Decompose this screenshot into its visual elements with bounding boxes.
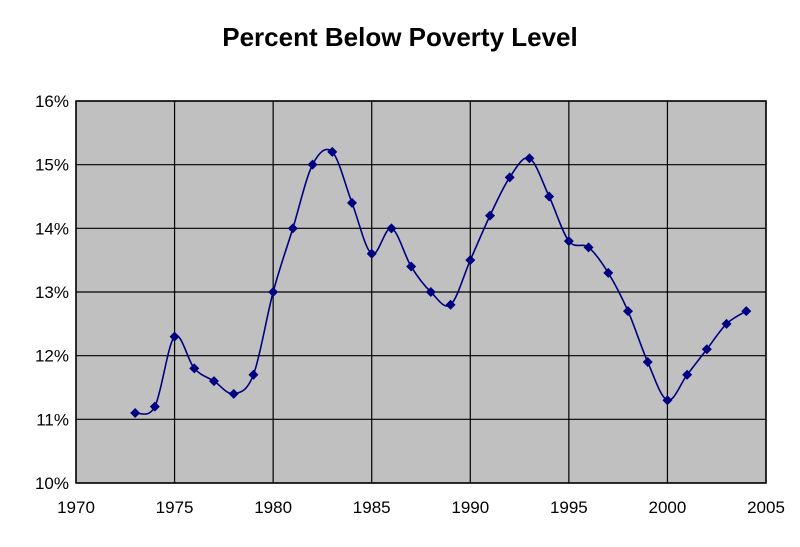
data-point-marker [504,172,515,183]
data-point-marker [603,267,614,278]
data-point-marker [130,407,141,418]
y-tick-label: 13% [35,283,69,302]
data-point-marker [721,318,732,329]
x-tick-label: 1970 [57,498,95,517]
plot-frame [75,100,767,484]
data-point-marker [327,146,338,157]
y-tick-label: 16% [35,92,69,111]
x-tick-label: 1985 [353,498,391,517]
data-point-marker [169,331,180,342]
data-point-marker [228,388,239,399]
data-point-marker [189,363,200,374]
data-point-marker [682,369,693,380]
data-point-marker [307,159,318,170]
data-point-marker [268,287,279,297]
data-point-marker [583,242,594,253]
y-tick-label: 14% [35,219,69,238]
x-tick-label: 2000 [649,498,687,517]
data-point-marker [209,376,219,387]
data-point-marker [386,223,397,234]
data-point-marker [149,401,160,412]
data-point-marker [287,223,298,234]
data-point-marker [347,197,357,208]
x-tick-label: 1975 [156,498,194,517]
y-tick-label: 10% [35,474,69,493]
x-axis-tick-labels: 1970 1975 1980 1985 1990 1995 2000 2005 [57,498,785,517]
y-tick-label: 15% [35,156,69,175]
data-point-marker [623,306,633,317]
series-markers [130,146,752,418]
data-point-marker [425,287,436,297]
data-point-marker [642,357,653,368]
data-point-marker [465,255,476,266]
x-tick-label: 1990 [451,498,489,517]
data-point-marker [563,236,574,247]
data-point-marker [741,306,752,317]
data-point-marker [662,395,673,406]
data-point-marker [366,248,377,259]
y-tick-label: 11% [36,410,69,429]
data-point-marker [544,191,555,202]
data-point-marker [248,369,259,380]
data-point-marker [406,261,417,272]
data-point-marker [445,299,456,310]
x-tick-label: 1980 [254,498,292,517]
y-axis-tick-labels: 10% 11% 12% 13% 14% 15% 16% [35,92,69,493]
data-point-marker [701,344,712,355]
y-tick-label: 12% [35,347,69,366]
data-point-marker [485,210,495,221]
x-tick-label: 1995 [550,498,588,517]
x-tick-label: 2005 [747,498,785,517]
data-point-marker [524,153,535,164]
chart-title: Percent Below Poverty Level [222,22,578,52]
